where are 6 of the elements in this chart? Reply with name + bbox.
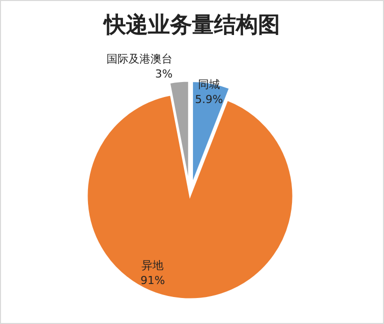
slice-label: 国际及港澳台 (106, 52, 173, 66)
data-label: 3% (155, 68, 173, 81)
slice-label: 异地 (142, 259, 164, 272)
chart-title: 快递业务量结构图 (102, 12, 280, 38)
data-label: 91% (140, 274, 165, 288)
data-label: 5.9% (194, 93, 223, 106)
